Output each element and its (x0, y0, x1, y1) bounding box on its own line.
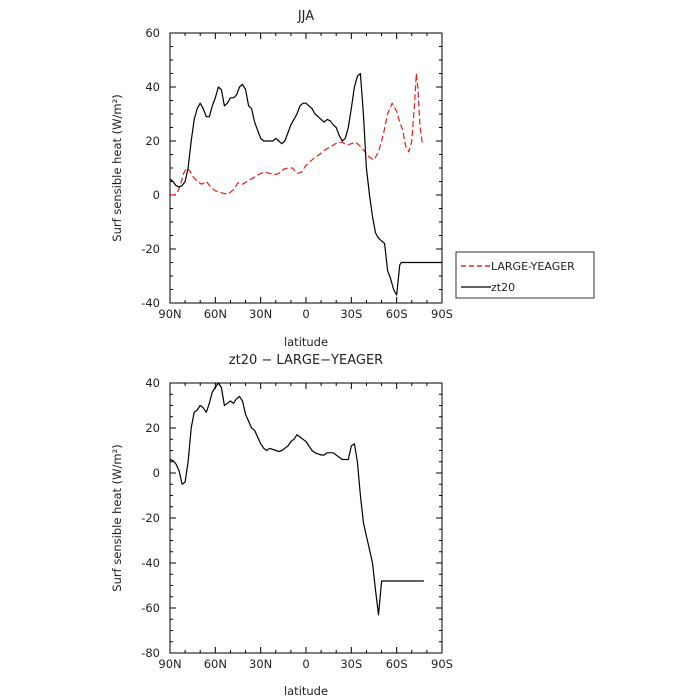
y-axis-title: Surf sensible heat (W/m²) (110, 94, 124, 241)
plot-frame (169, 32, 443, 304)
x-tick-label: 60S (386, 657, 408, 671)
x-tick-label: 90S (431, 307, 453, 321)
y-tick-label: -40 (141, 296, 160, 310)
x-tick-label: 60N (204, 657, 227, 671)
y-tick-label: -40 (141, 556, 160, 570)
x-tick-label: 90N (158, 657, 181, 671)
axis-ticks: 90N 60N 30N 0 30S 60S 90S -40 -20 0 20 40 60 (141, 26, 453, 321)
x-tick-label: 90N (158, 307, 181, 321)
y-tick-label: 40 (145, 80, 160, 94)
y-tick-label: 20 (145, 421, 160, 435)
axis-ticks: 90N 60N 30N 0 30S 60S 90S -80 -60 -40 -20 0 20 40 (141, 376, 453, 671)
x-tick-label: 0 (302, 307, 309, 321)
plot-frame (169, 382, 443, 654)
y-tick-label: 0 (153, 188, 160, 202)
y-tick-label: 40 (145, 376, 160, 390)
x-tick-label: 90S (431, 657, 453, 671)
y-tick-label: -20 (141, 242, 160, 256)
x-tick-label: 30S (340, 307, 362, 321)
series-line-large-yeager (170, 72, 423, 196)
x-tick-label: 30N (249, 657, 272, 671)
legend: LARGE-YEAGER zt20 (455, 251, 595, 299)
legend-box (455, 251, 595, 299)
y-tick-label: -80 (141, 646, 160, 660)
x-tick-label: 0 (302, 657, 309, 671)
series-line-zt20 (169, 72, 442, 296)
chart-title: zt20 − LARGE−YEAGER (229, 353, 383, 368)
y-tick-label: -60 (141, 601, 160, 615)
series-lines (169, 382, 424, 616)
legend-label-large-yeager: LARGE-YEAGER (491, 260, 575, 273)
x-axis-title: latitude (284, 684, 328, 698)
panel-top-chart: JJA Surf sensible heat (W/m²) latitude 9… (110, 9, 595, 349)
x-tick-label: 30N (249, 307, 272, 321)
series-lines (169, 72, 442, 296)
y-axis-title: Surf sensible heat (W/m²) (110, 444, 124, 591)
legend-label-zt20: zt20 (491, 281, 515, 294)
chart-title: JJA (297, 9, 314, 24)
y-tick-label: 60 (145, 26, 160, 40)
y-tick-label: -20 (141, 511, 160, 525)
y-tick-label: 0 (153, 466, 160, 480)
panel-bottom-chart: zt20 − LARGE−YEAGER Surf sensible heat (… (110, 353, 453, 698)
x-axis-title: latitude (284, 335, 328, 349)
x-tick-label: 60N (204, 307, 227, 321)
x-tick-label: 30S (340, 657, 362, 671)
x-tick-label: 60S (386, 307, 408, 321)
series-line-zt20-large-yeager (169, 382, 424, 616)
y-tick-label: 20 (145, 134, 160, 148)
